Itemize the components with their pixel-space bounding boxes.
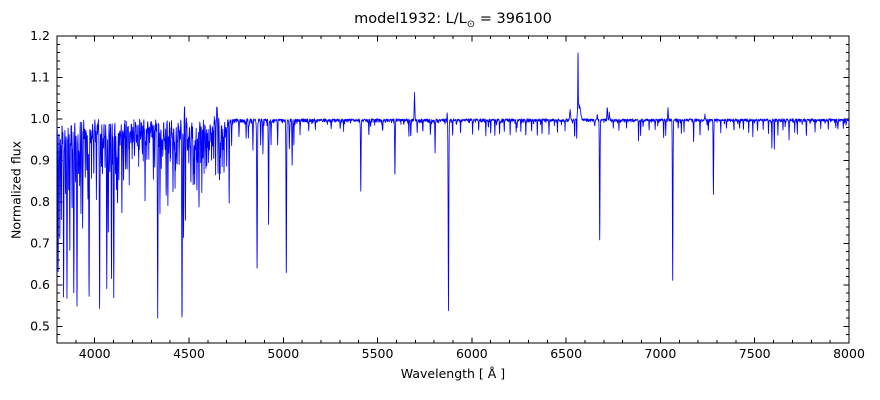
x-tick-label: 4500 [173,346,205,361]
major-ticks [57,35,850,343]
y-tick-label: 0.9 [30,153,50,168]
axes-frame [56,35,850,344]
sun-symbol: ⊙ [466,18,476,30]
y-tick-label: 0.7 [30,236,50,251]
x-axis-tick-labels: 4000 4500 5000 5500 6000 6500 7000 7500 8000 [79,346,865,361]
chart-title: model1932: L/L⊙ = 396100 [57,11,849,30]
x-tick-label: 6500 [550,346,582,361]
x-tick-label: 7500 [739,346,771,361]
x-axis-label: Wavelength [ Å ] [400,366,506,381]
x-tick-label: 7000 [645,346,677,361]
y-axis-tick-labels: 0.5 0.6 0.7 0.8 0.9 1.0 1.1 1.2 [30,28,50,333]
chart-title-prefix: model1932: L/L [354,11,467,27]
y-tick-label: 0.6 [30,277,50,292]
y-tick-label: 0.5 [30,319,50,334]
y-axis-label: Normalized flux [8,140,24,240]
y-tick-label: 1.1 [30,70,50,85]
y-tick-label: 1.0 [30,111,50,126]
minor-ticks [57,36,849,343]
y-tick-label: 0.8 [30,194,50,209]
x-tick-label: 5500 [362,346,394,361]
y-tick-label: 1.2 [30,28,50,43]
x-tick-label: 4000 [79,346,111,361]
x-tick-label: 8000 [833,346,865,361]
spectrum-line [57,52,849,319]
x-tick-label: 6000 [456,346,488,361]
x-tick-label: 5000 [267,346,299,361]
chart-title-suffix: = 396100 [475,11,552,27]
